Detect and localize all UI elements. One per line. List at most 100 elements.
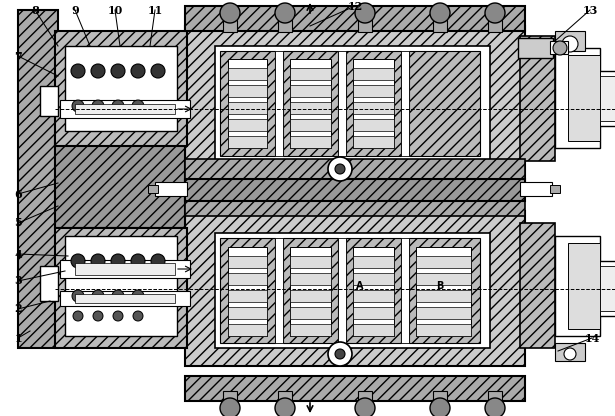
Bar <box>55 228 187 348</box>
Bar <box>18 10 58 348</box>
Bar <box>185 211 525 366</box>
Bar <box>228 247 267 336</box>
Circle shape <box>111 254 125 268</box>
Circle shape <box>91 64 105 78</box>
Text: 12: 12 <box>347 0 363 12</box>
Bar <box>275 51 283 156</box>
Bar <box>353 247 394 336</box>
Bar <box>433 391 447 401</box>
Bar <box>600 76 615 121</box>
Text: 6: 6 <box>14 188 22 200</box>
Bar <box>290 59 331 148</box>
Bar <box>75 263 175 275</box>
Circle shape <box>430 398 450 416</box>
Bar <box>228 102 267 114</box>
Text: 3: 3 <box>14 275 22 287</box>
Circle shape <box>355 3 375 23</box>
Bar <box>290 247 331 336</box>
Bar <box>185 159 525 181</box>
Circle shape <box>151 64 165 78</box>
Bar <box>290 256 331 268</box>
Text: 4: 4 <box>14 248 22 260</box>
Text: 13: 13 <box>582 5 598 15</box>
Bar <box>30 228 58 348</box>
Text: B: B <box>436 281 443 291</box>
Bar <box>595 261 615 316</box>
Bar <box>148 185 158 193</box>
Bar <box>228 85 267 97</box>
Bar <box>283 238 338 343</box>
Bar <box>550 41 568 54</box>
Circle shape <box>132 290 144 302</box>
Bar <box>228 68 267 80</box>
Bar <box>55 138 185 228</box>
Bar <box>215 233 490 348</box>
Text: 11: 11 <box>148 5 162 15</box>
Bar <box>185 376 525 401</box>
Circle shape <box>220 398 240 416</box>
Bar <box>290 307 331 319</box>
Circle shape <box>112 290 124 302</box>
Bar <box>290 324 331 336</box>
Bar <box>358 391 372 401</box>
Bar <box>185 179 525 201</box>
Circle shape <box>355 398 375 416</box>
Bar <box>401 51 409 156</box>
Bar <box>488 20 502 32</box>
Bar <box>65 236 177 336</box>
Bar <box>595 71 615 126</box>
Circle shape <box>71 64 85 78</box>
Bar <box>416 273 471 285</box>
Text: 2: 2 <box>14 304 22 314</box>
Bar <box>338 238 346 343</box>
Bar <box>223 20 237 32</box>
Bar <box>185 194 525 216</box>
Circle shape <box>113 311 123 321</box>
Bar <box>555 48 600 148</box>
Circle shape <box>275 398 295 416</box>
Bar <box>228 307 267 319</box>
Bar <box>555 343 585 361</box>
Bar <box>290 102 331 114</box>
Circle shape <box>335 349 345 359</box>
Text: 9: 9 <box>71 5 79 15</box>
Bar <box>518 38 553 58</box>
Text: 8: 8 <box>31 5 39 15</box>
Bar <box>409 238 480 343</box>
Text: 5: 5 <box>14 218 22 228</box>
Bar <box>275 238 283 343</box>
Circle shape <box>112 100 124 112</box>
Bar <box>228 59 267 148</box>
Bar <box>155 182 187 196</box>
Text: 14: 14 <box>584 332 600 344</box>
Circle shape <box>91 254 105 268</box>
Circle shape <box>275 3 295 23</box>
Circle shape <box>92 290 104 302</box>
Bar <box>290 273 331 285</box>
Circle shape <box>328 157 352 181</box>
Bar <box>600 266 615 311</box>
Bar <box>488 391 502 401</box>
Bar <box>433 20 447 32</box>
Bar <box>290 290 331 302</box>
Bar <box>520 36 555 161</box>
Bar <box>358 20 372 32</box>
Bar <box>290 136 331 148</box>
Bar <box>353 256 394 268</box>
Bar <box>60 100 190 118</box>
Circle shape <box>72 100 84 112</box>
Circle shape <box>328 342 352 366</box>
Bar <box>568 55 600 141</box>
Bar <box>60 260 190 278</box>
Circle shape <box>485 398 505 416</box>
Bar <box>283 51 338 156</box>
Bar <box>185 26 525 181</box>
Text: 10: 10 <box>108 5 122 15</box>
Bar <box>353 324 394 336</box>
Bar <box>353 85 394 97</box>
Bar <box>290 85 331 97</box>
Bar <box>228 136 267 148</box>
Bar <box>228 273 267 285</box>
Bar <box>75 104 175 114</box>
Bar <box>338 51 346 156</box>
